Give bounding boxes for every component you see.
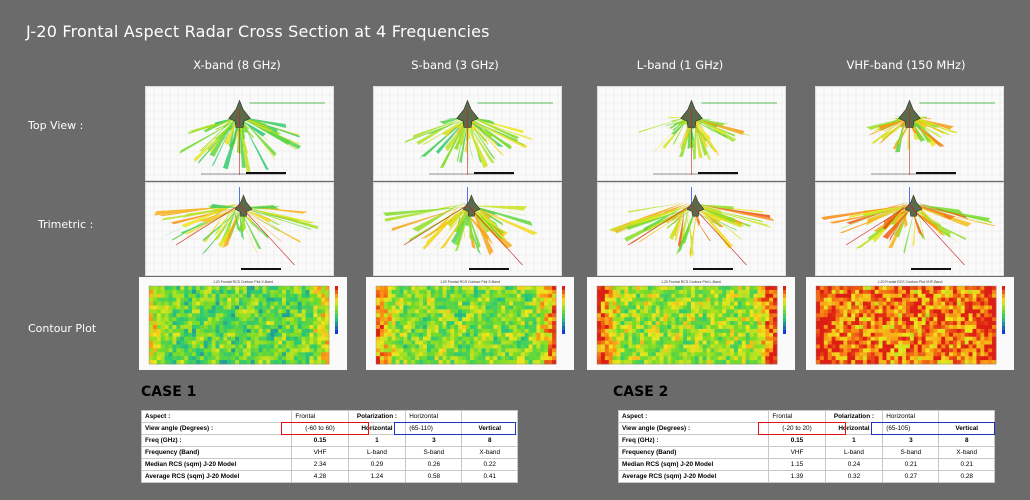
table-row: Average RCS (sqm) J-20 Model 1.39 0.32 0… bbox=[617, 470, 995, 483]
band-value: L-band bbox=[347, 446, 407, 459]
median-rcs-label: Median RCS (sqm) J-20 Model bbox=[617, 458, 770, 471]
band-value: S-band bbox=[882, 446, 940, 459]
table-row: Median RCS (sqm) J-20 Model 2.34 0.29 0.… bbox=[140, 458, 518, 471]
svg-text:J-20 Frontal RCS Contour Plot: J-20 Frontal RCS Contour Plot S-Band bbox=[440, 280, 500, 284]
table-row: Frequency (Band) VHF L-band S-band X-ban… bbox=[140, 446, 518, 459]
median-rcs-value: 0.29 bbox=[347, 458, 407, 471]
freq-label: Freq (GHz) : bbox=[617, 434, 770, 447]
svg-text:J-20 Frontal RCS Contour Plot: J-20 Frontal RCS Contour Plot X-Band bbox=[213, 280, 273, 284]
freq-label: Freq (GHz) : bbox=[140, 434, 293, 447]
median-rcs-value: 0.24 bbox=[824, 458, 884, 471]
case-1-label: CASE 1 bbox=[141, 384, 197, 400]
case-2-table: Aspect : Frontal Polarization : Horizont… bbox=[617, 410, 995, 483]
freq-value: 3 bbox=[405, 434, 463, 447]
row-label-trimetric: Trimetric : bbox=[38, 218, 94, 231]
freq-value: 1 bbox=[824, 434, 884, 447]
band-value: X-band bbox=[938, 446, 995, 459]
contour-plot-vhf-band: J-20 Frontal RCS Contour Plot VHF-Band bbox=[806, 277, 1014, 370]
band-value: S-band bbox=[405, 446, 463, 459]
table-row: Median RCS (sqm) J-20 Model 1.15 0.24 0.… bbox=[617, 458, 995, 471]
top-view-s-band bbox=[373, 86, 562, 181]
view-angle-label: View angle (Degrees) : bbox=[617, 422, 770, 435]
contour-plot-l-band: J-20 Frontal RCS Contour Plot L-Band bbox=[587, 277, 795, 370]
average-rcs-value: 0.28 bbox=[938, 470, 995, 483]
band-value: L-band bbox=[824, 446, 884, 459]
median-rcs-value: 0.22 bbox=[461, 458, 518, 471]
trimetric-l-band bbox=[597, 182, 786, 276]
band-label: Frequency (Band) bbox=[140, 446, 293, 459]
case-2-label: CASE 2 bbox=[613, 384, 669, 400]
vertical-highlight-box bbox=[871, 422, 995, 435]
column-header-vhf-band: VHF-band (150 MHz) bbox=[846, 58, 966, 72]
column-header-l-band: L-band (1 GHz) bbox=[636, 58, 724, 72]
average-rcs-value: 0.41 bbox=[461, 470, 518, 483]
aspect-value: Frontal bbox=[768, 410, 826, 423]
median-rcs-value: 1.15 bbox=[768, 458, 826, 471]
horizontal-highlight-box bbox=[281, 422, 369, 435]
average-rcs-value: 1.24 bbox=[347, 470, 407, 483]
table-row: Aspect : Frontal Polarization : Horizont… bbox=[617, 410, 995, 423]
aspect-label: Aspect : bbox=[140, 410, 293, 423]
page-title: J-20 Frontal Aspect Radar Cross Section … bbox=[26, 22, 490, 41]
aspect-value: Frontal bbox=[291, 410, 349, 423]
row-label-top-view: Top View : bbox=[28, 119, 84, 132]
case-1-table: Aspect : Frontal Polarization : Horizont… bbox=[140, 410, 518, 483]
band-label: Frequency (Band) bbox=[617, 446, 770, 459]
polarization-value: Horizontal bbox=[882, 410, 940, 423]
column-header-s-band: S-band (3 GHz) bbox=[411, 58, 499, 72]
freq-value: 3 bbox=[882, 434, 940, 447]
average-rcs-value: 1.39 bbox=[768, 470, 826, 483]
average-rcs-label: Average RCS (sqm) J-20 Model bbox=[140, 470, 293, 483]
freq-value: 8 bbox=[461, 434, 518, 447]
table-row: Freq (GHz) : 0.15 1 3 8 bbox=[617, 434, 995, 447]
trimetric-s-band bbox=[373, 182, 562, 276]
svg-text:J-20 Frontal RCS Contour Plot: J-20 Frontal RCS Contour Plot VHF-Band bbox=[878, 280, 943, 284]
vertical-highlight-box bbox=[394, 422, 516, 435]
top-view-x-band bbox=[145, 86, 334, 181]
polarization-label: Polarization : bbox=[347, 410, 407, 423]
freq-value: 1 bbox=[347, 434, 407, 447]
aspect-label: Aspect : bbox=[617, 410, 770, 423]
average-rcs-value: 4.28 bbox=[291, 470, 349, 483]
median-rcs-value: 0.21 bbox=[882, 458, 940, 471]
band-value: X-band bbox=[461, 446, 518, 459]
average-rcs-value: 0.32 bbox=[824, 470, 884, 483]
average-rcs-label: Average RCS (sqm) J-20 Model bbox=[617, 470, 770, 483]
trimetric-x-band bbox=[145, 182, 334, 276]
contour-plot-s-band: J-20 Frontal RCS Contour Plot S-Band bbox=[366, 277, 574, 370]
band-value: VHF bbox=[291, 446, 349, 459]
polarization-label: Polarization : bbox=[824, 410, 884, 423]
median-rcs-value: 0.26 bbox=[405, 458, 463, 471]
average-rcs-value: 0.27 bbox=[882, 470, 940, 483]
contour-plot-x-band: J-20 Frontal RCS Contour Plot X-Band bbox=[139, 277, 347, 370]
freq-value: 0.15 bbox=[768, 434, 826, 447]
median-rcs-value: 2.34 bbox=[291, 458, 349, 471]
median-rcs-label: Median RCS (sqm) J-20 Model bbox=[140, 458, 293, 471]
horizontal-highlight-box bbox=[758, 422, 846, 435]
view-angle-label: View angle (Degrees) : bbox=[140, 422, 293, 435]
column-header-x-band: X-band (8 GHz) bbox=[193, 58, 281, 72]
table-row: Frequency (Band) VHF L-band S-band X-ban… bbox=[617, 446, 995, 459]
table-row: Average RCS (sqm) J-20 Model 4.28 1.24 0… bbox=[140, 470, 518, 483]
polarization-value: Horizontal bbox=[405, 410, 463, 423]
band-value: VHF bbox=[768, 446, 826, 459]
trimetric-vhf-band bbox=[815, 182, 1004, 276]
table-row: View angle (Degrees) : (-20 to 20) Horiz… bbox=[617, 422, 995, 435]
table-row: Aspect : Frontal Polarization : Horizont… bbox=[140, 410, 518, 423]
median-rcs-value: 0.21 bbox=[938, 458, 995, 471]
table-row: Freq (GHz) : 0.15 1 3 8 bbox=[140, 434, 518, 447]
freq-value: 8 bbox=[938, 434, 995, 447]
top-view-vhf-band bbox=[815, 86, 1004, 181]
svg-text:J-20 Frontal RCS Contour Plot: J-20 Frontal RCS Contour Plot L-Band bbox=[661, 280, 721, 284]
freq-value: 0.15 bbox=[291, 434, 349, 447]
average-rcs-value: 0.58 bbox=[405, 470, 463, 483]
row-label-contour-plot: Contour Plot bbox=[28, 322, 97, 335]
top-view-l-band bbox=[597, 86, 786, 181]
